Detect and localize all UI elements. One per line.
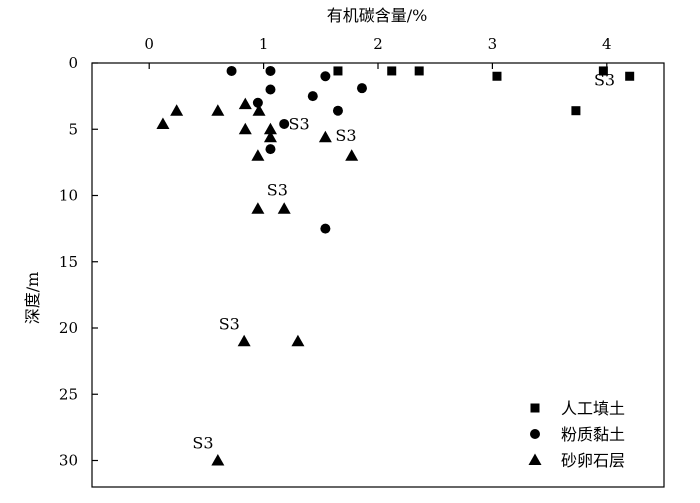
triangle-data-point — [318, 130, 332, 143]
y-tick-label: 20 — [59, 319, 78, 337]
x-tick-label: 3 — [488, 35, 498, 53]
circle-data-point — [307, 91, 318, 102]
y-tick-label: 5 — [68, 120, 78, 138]
x-tick-label: 0 — [144, 35, 154, 53]
triangle-data-point — [263, 130, 277, 143]
triangle-data-point — [252, 104, 266, 116]
square-data-point — [387, 66, 397, 76]
annotation-label: S3 — [219, 314, 240, 333]
annotation-label: S3 — [288, 114, 309, 133]
square-data-point — [492, 71, 502, 81]
annotation-label: S3 — [192, 434, 213, 453]
circle-data-point — [265, 65, 276, 76]
triangle-data-point — [263, 122, 277, 135]
legend-label: 砂卵石层 — [561, 451, 625, 470]
square-data-point — [414, 66, 424, 76]
triangle-data-point — [156, 117, 170, 129]
annotation-label: S3 — [594, 71, 615, 90]
circle-data-point — [252, 97, 263, 108]
triangle-data-point — [251, 202, 265, 214]
legend-circle-icon — [530, 429, 540, 439]
square-data-point — [598, 66, 608, 76]
y-axis-title: 深度/m — [23, 272, 42, 325]
circle-data-point — [279, 118, 290, 129]
x-tick-label: 2 — [373, 35, 383, 53]
circle-data-point — [356, 83, 367, 94]
square-data-point — [625, 71, 635, 81]
x-tick-label: 1 — [259, 35, 269, 53]
triangle-data-point — [277, 202, 291, 214]
circle-data-point — [320, 223, 331, 234]
x-axis-title: 有机碳含量/% — [327, 6, 428, 25]
x-tick-label: 4 — [602, 35, 612, 53]
y-tick-label: 15 — [59, 253, 78, 271]
triangle-data-point — [211, 104, 225, 116]
circle-data-point — [332, 105, 343, 116]
y-tick-label: 30 — [59, 452, 78, 470]
circle-data-point — [320, 71, 331, 82]
legend-square-icon — [530, 403, 540, 413]
y-tick-label: 0 — [68, 54, 78, 72]
triangle-data-point — [237, 334, 251, 347]
triangle-data-point — [211, 454, 225, 466]
circle-data-point — [226, 65, 237, 76]
square-data-point — [333, 66, 343, 76]
y-tick-label: 25 — [59, 385, 78, 403]
legend-triangle-icon — [528, 453, 542, 465]
legend-label: 人工填土 — [561, 399, 625, 418]
legend-label: 粉质黏土 — [561, 425, 625, 444]
triangle-data-point — [170, 104, 184, 116]
triangle-data-point — [345, 149, 359, 161]
annotation-label: S3 — [267, 181, 288, 200]
annotation-label: S3 — [335, 126, 356, 145]
triangle-data-point — [238, 97, 252, 110]
triangle-data-point — [238, 122, 252, 135]
triangle-data-point — [251, 149, 265, 161]
y-tick-label: 10 — [59, 187, 78, 205]
circle-data-point — [265, 144, 276, 155]
triangle-data-point — [291, 334, 305, 347]
plot-frame — [91, 62, 665, 488]
square-data-point — [571, 106, 581, 116]
circle-data-point — [265, 84, 276, 95]
